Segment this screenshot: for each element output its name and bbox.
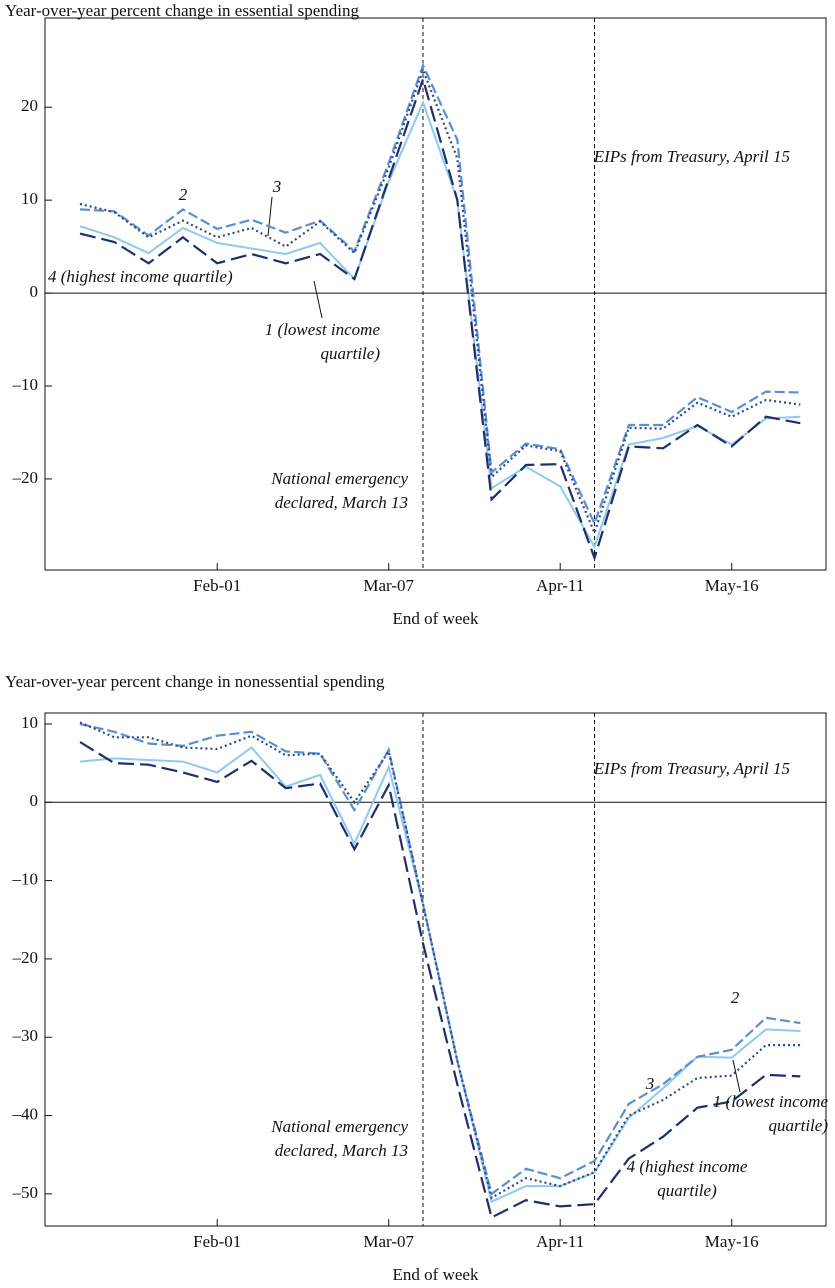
leader-lines [267, 196, 741, 1093]
plot-frame [44, 712, 827, 1227]
y-tick-label: –30 [12, 1026, 39, 1045]
x-tick-label: May-16 [705, 1232, 759, 1251]
y-tick-label: –10 [12, 375, 39, 394]
x-axis-label: End of week [393, 1265, 479, 1284]
y-tick-label: 20 [21, 96, 38, 115]
x-tick-label: Mar-07 [363, 1232, 414, 1251]
annotation: National emergency declared, March 13 [271, 1117, 408, 1160]
x-axis-label: End of week [393, 609, 479, 628]
series-line [79, 722, 801, 1196]
series-label: 3 [272, 177, 282, 196]
x-tick-label: Apr-11 [536, 576, 584, 595]
series-label: 4 (highest income quartile) [626, 1157, 748, 1200]
x-tick-label: Mar-07 [363, 576, 414, 595]
annotation: EIPs from Treasury, April 15 [593, 759, 790, 778]
series-line [79, 62, 801, 527]
annotation: EIPs from Treasury, April 15 [593, 147, 790, 166]
series-line [79, 66, 801, 536]
chart-title: Year-over-year percent change in essenti… [5, 1, 359, 20]
x-tick-label: May-16 [705, 576, 759, 595]
y-tick-label: –20 [12, 468, 39, 487]
series-label: 1 (lowest income quartile) [264, 320, 380, 363]
x-tick-label: Apr-11 [536, 1232, 584, 1251]
leader-line [267, 196, 273, 237]
series-line [79, 741, 801, 1219]
leader-line [732, 1059, 741, 1093]
y-tick-label: –10 [12, 870, 39, 889]
y-tick-label: –50 [12, 1183, 39, 1202]
series-label: 2 [178, 185, 188, 204]
series-line [79, 99, 801, 550]
y-tick-label: –20 [12, 948, 39, 967]
leader-line [313, 280, 323, 319]
plot-frame [44, 17, 827, 571]
chart-title: Year-over-year percent change in nonesse… [5, 672, 385, 691]
y-tick-label: 0 [30, 791, 39, 810]
x-tick-label: Feb-01 [193, 1232, 241, 1251]
x-tick-label: Feb-01 [193, 576, 241, 595]
series-label: 1 (lowest income quartile) [712, 1092, 828, 1135]
y-tick-label: 10 [21, 713, 38, 732]
annotation: National emergency declared, March 13 [271, 469, 408, 512]
series-label: 4 (highest income quartile) [48, 267, 233, 286]
y-tick-label: –40 [12, 1104, 39, 1123]
series-line [79, 75, 801, 562]
y-tick-label: 0 [30, 282, 39, 301]
series-label: 3 [645, 1074, 655, 1093]
series-label: 2 [730, 988, 740, 1007]
y-tick-label: 10 [21, 189, 38, 208]
